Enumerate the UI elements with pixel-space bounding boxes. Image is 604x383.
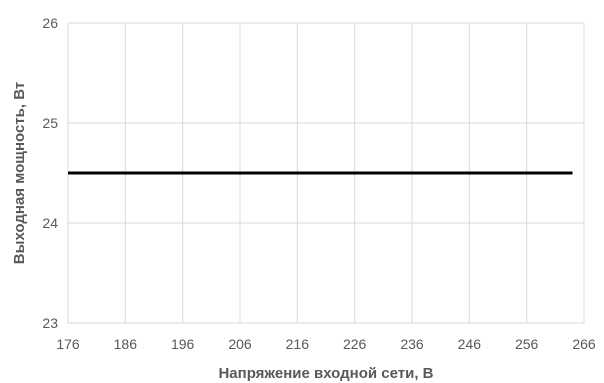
x-tick-label: 246 (458, 336, 482, 352)
y-tick-label: 24 (42, 215, 58, 231)
x-tick-label: 176 (56, 336, 80, 352)
x-tick-label: 216 (286, 336, 310, 352)
x-axis-ticks: 176 186 196 206 216 226 236 246 256 266 (56, 336, 596, 352)
y-axis-title: Выходная мощность, Вт (11, 82, 28, 264)
x-tick-label: 256 (515, 336, 539, 352)
x-tick-label: 226 (343, 336, 367, 352)
x-axis-title: Напряжение входной сети, В (218, 365, 433, 382)
x-tick-label: 206 (228, 336, 252, 352)
x-tick-label: 236 (400, 336, 424, 352)
y-tick-label: 26 (42, 15, 58, 31)
y-axis-ticks: 23 24 25 26 (42, 15, 58, 331)
grid-horizontal (68, 22, 584, 324)
y-tick-label: 25 (42, 115, 58, 131)
x-tick-label: 196 (171, 336, 195, 352)
y-tick-label: 23 (42, 315, 58, 331)
x-tick-label: 186 (114, 336, 138, 352)
x-tick-label: 266 (572, 336, 596, 352)
